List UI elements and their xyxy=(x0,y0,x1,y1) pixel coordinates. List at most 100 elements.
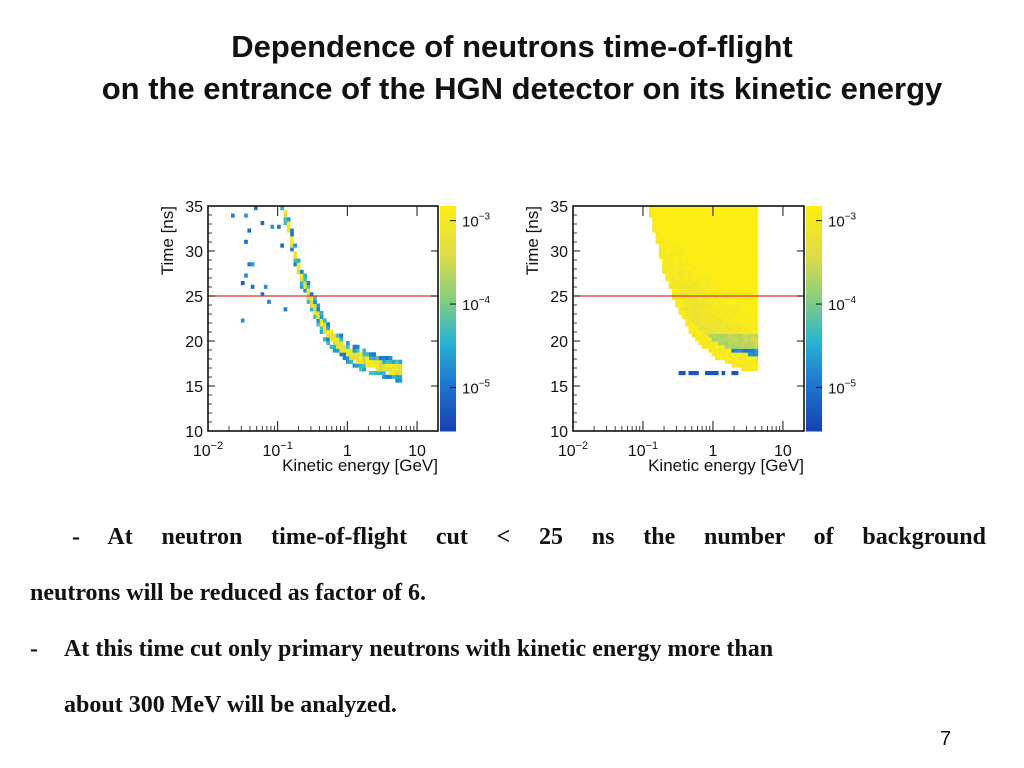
heatmap-cell xyxy=(665,262,670,267)
heatmap-cell xyxy=(751,273,755,278)
heatmap-cell xyxy=(734,296,739,301)
heatmap-cell xyxy=(708,307,712,312)
heatmap-cell xyxy=(685,251,689,256)
heatmap-cell xyxy=(372,363,376,368)
heatmap-cell xyxy=(714,352,719,357)
heatmap-cell xyxy=(678,224,683,229)
colorbar-segment xyxy=(440,288,456,293)
heatmap-cell xyxy=(741,348,745,353)
heatmap-cell xyxy=(698,251,703,256)
heatmap-cell xyxy=(231,213,235,218)
heatmap-cell xyxy=(747,269,752,274)
heatmap-cell xyxy=(672,266,676,271)
heatmap-cell xyxy=(721,232,726,237)
heatmap-cell xyxy=(701,217,706,222)
heatmap-cell xyxy=(665,258,670,263)
heatmap-cell xyxy=(688,254,693,259)
heatmap-cell xyxy=(724,221,729,226)
heatmap-cell xyxy=(744,251,749,256)
heatmap-cell xyxy=(675,292,679,297)
heatmap-cell xyxy=(708,318,712,323)
heatmap-cell xyxy=(698,303,703,308)
heatmap-cell xyxy=(362,356,367,361)
heatmap-cell xyxy=(708,236,712,241)
heatmap-cell xyxy=(708,213,712,218)
heatmap-cell xyxy=(734,281,739,286)
heatmap-cell xyxy=(688,326,693,331)
heatmap-cell xyxy=(731,217,736,222)
heatmap-cell xyxy=(708,269,712,274)
heatmap-cell xyxy=(721,292,726,297)
heatmap-cell xyxy=(316,311,321,316)
colorbar-segment xyxy=(440,337,456,342)
heatmap-cell xyxy=(668,266,673,271)
heatmap-cell xyxy=(741,359,745,364)
heatmap-cell xyxy=(718,258,722,263)
heatmap-cell xyxy=(718,262,722,267)
heatmap-cell xyxy=(313,303,317,308)
heatmap-cell xyxy=(691,284,696,289)
heatmap-cell xyxy=(296,262,301,267)
heatmap-cell xyxy=(665,239,670,244)
heatmap-cell xyxy=(731,292,736,297)
heatmap-cell xyxy=(754,344,759,349)
heatmap-cell xyxy=(728,303,732,308)
heatmap-cell xyxy=(705,262,709,267)
colorbar-segment xyxy=(440,389,456,394)
heatmap-cell xyxy=(695,217,699,222)
heatmap-cell xyxy=(685,299,689,304)
heatmap-cell xyxy=(685,224,689,229)
heatmap-cell xyxy=(751,329,755,334)
heatmap-cell xyxy=(685,318,689,323)
heatmap-cell xyxy=(662,232,666,237)
heatmap-cell xyxy=(721,269,726,274)
heatmap-cell xyxy=(691,243,696,248)
heatmap-cell xyxy=(290,239,294,244)
heatmap-cell xyxy=(688,243,693,248)
colorbar-segment xyxy=(806,236,822,241)
heatmap-cell xyxy=(293,254,298,259)
heatmap-cell xyxy=(705,224,709,229)
heatmap-cell xyxy=(711,307,716,312)
heatmap-cell xyxy=(747,356,752,361)
x-tick-label: 10−1 xyxy=(628,440,658,460)
heatmap-cell xyxy=(708,326,712,331)
heatmap-cell xyxy=(662,258,666,263)
heatmap-cell xyxy=(705,228,709,233)
colorbar-segment xyxy=(440,217,456,222)
heatmap-cell xyxy=(329,337,334,342)
heatmap-cell xyxy=(323,322,327,327)
heatmap-cell xyxy=(290,232,294,237)
heatmap-cell xyxy=(714,318,719,323)
heatmap-cell xyxy=(691,311,696,316)
heatmap-cell xyxy=(688,307,693,312)
y-tick-label: 10 xyxy=(185,424,203,441)
heatmap-cell xyxy=(378,367,383,372)
colorbar-segment xyxy=(440,329,456,334)
heatmap-cell xyxy=(701,307,706,312)
colorbar-segment xyxy=(806,266,822,271)
heatmap-cell xyxy=(751,341,755,346)
heatmap-cell xyxy=(728,348,732,353)
heatmap-cell xyxy=(695,269,699,274)
colorbar-segment xyxy=(806,389,822,394)
heatmap-cell xyxy=(688,251,693,256)
colorbar-segment xyxy=(806,217,822,222)
x-axis-label: Kinetic energy [GeV] xyxy=(282,456,438,475)
heatmap-cell xyxy=(741,352,745,357)
colorbar-segment xyxy=(440,277,456,282)
heatmap-cell xyxy=(747,281,752,286)
heatmap-cell xyxy=(724,326,729,331)
heatmap-cell xyxy=(728,322,732,327)
heatmap-cell xyxy=(691,239,696,244)
heatmap-cell xyxy=(655,239,660,244)
y-tick-label: 30 xyxy=(550,244,568,261)
heatmap-cell xyxy=(254,206,258,211)
heatmap-cell xyxy=(395,378,399,383)
heatmap-cell xyxy=(688,232,693,237)
heatmap-cell xyxy=(705,236,709,241)
heatmap-cell xyxy=(705,254,709,259)
heatmap-cell xyxy=(721,206,726,211)
heatmap-cell xyxy=(731,337,736,342)
heatmap-cell xyxy=(731,359,736,364)
